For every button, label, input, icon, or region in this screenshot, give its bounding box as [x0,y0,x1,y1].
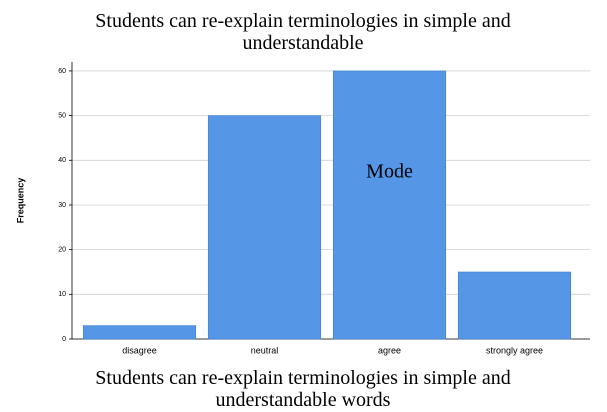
bar [207,115,322,340]
bar [82,325,197,340]
y-tick-label: 50 [58,112,66,119]
y-tick-label: 20 [58,246,66,253]
x-tick-label: neutral [251,345,279,355]
y-tick-label: 30 [58,202,66,209]
y-tick-label: 10 [58,291,66,298]
chart-title: Students can re-explain terminologies in… [95,10,511,54]
x-tick-label: agree [378,345,401,355]
bar [332,70,447,340]
y-tick-label: 40 [58,157,66,164]
annotation: Mode [366,161,413,183]
y-axis-label: Frequency [15,178,25,224]
bar [457,271,572,340]
x-tick-label: disagree [122,345,157,355]
y-tick-label: 60 [58,68,66,75]
x-axis-label: Students can re-explain terminologies in… [95,367,511,411]
y-tick-label: 0 [62,336,66,343]
x-tick-label: strongly agree [486,345,543,355]
